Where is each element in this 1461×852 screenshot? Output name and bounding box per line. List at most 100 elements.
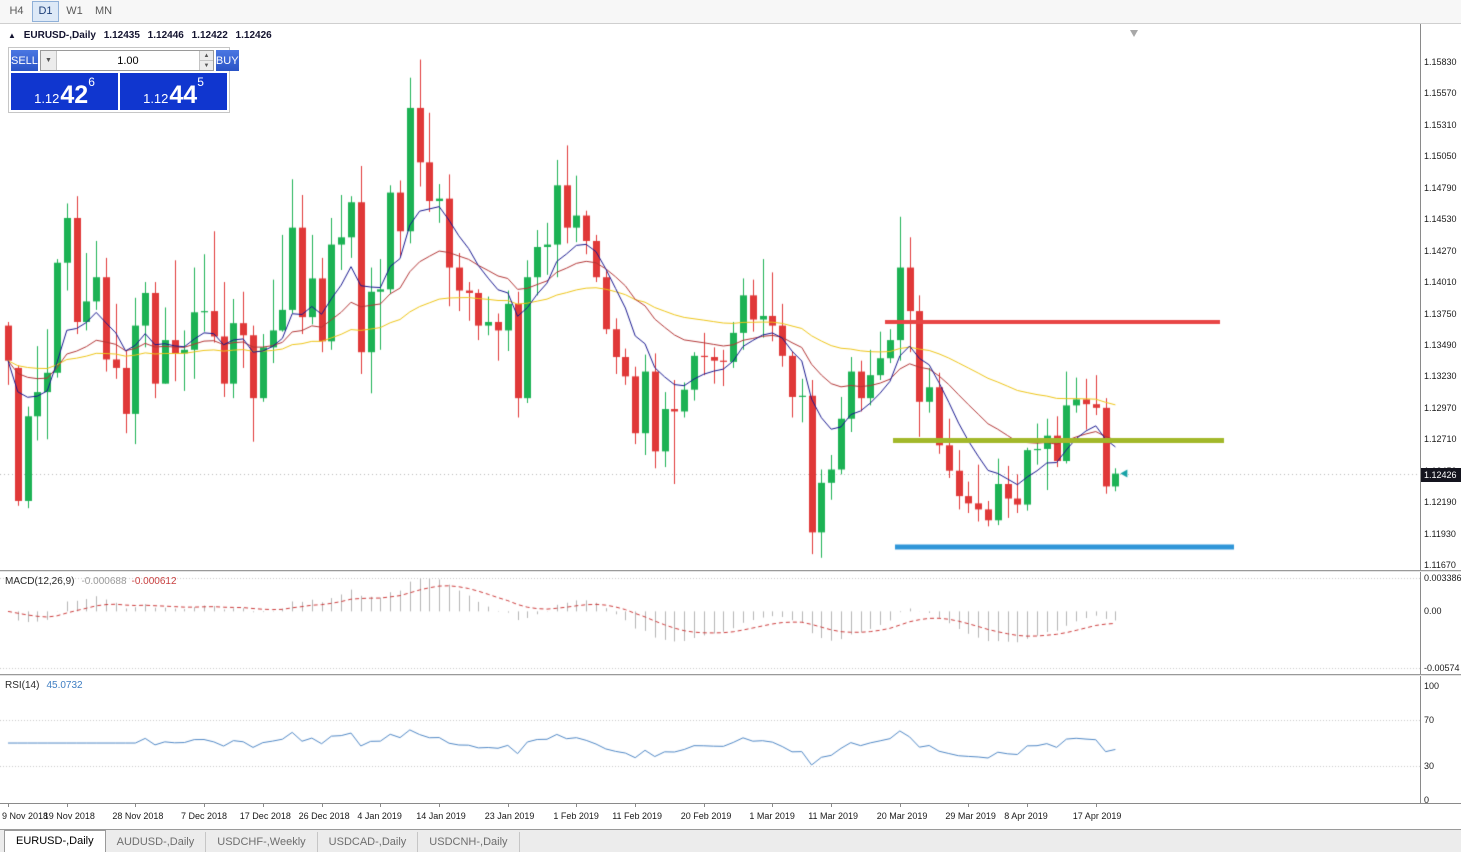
date-label: 17 Dec 2018 xyxy=(239,811,291,821)
price-axis-label: 1.13230 xyxy=(1424,371,1457,382)
macd-name: MACD(12,26,9) xyxy=(5,576,75,587)
timeframe-button-mn[interactable]: MN xyxy=(94,5,113,17)
volume-input[interactable] xyxy=(56,51,199,70)
price-axis-label: 1.15310 xyxy=(1424,119,1457,130)
date-tick xyxy=(262,804,264,807)
macd-main-value: -0.000688 xyxy=(81,576,127,587)
volume-stepper: ▲ ▼ xyxy=(198,51,213,70)
price-axis-label: 1.11930 xyxy=(1424,528,1456,539)
date-tick xyxy=(380,804,382,807)
date-label: 17 Apr 2019 xyxy=(1072,811,1122,821)
date-tick xyxy=(135,804,137,807)
chart-tab-3[interactable]: USDCAD-,Daily xyxy=(318,832,419,852)
macd-axis[interactable]: 0.003386 0.00 -0.00574 xyxy=(1420,572,1461,674)
price-axis-label: 1.14790 xyxy=(1424,182,1457,193)
buy-price-prefix: 1.12 xyxy=(143,91,169,106)
date-label: 23 Jan 2019 xyxy=(484,811,535,821)
chart-tab-0[interactable]: EURUSD-,Daily xyxy=(4,830,106,852)
rsi-name: RSI(14) xyxy=(5,680,40,691)
pane-splitter-macd[interactable] xyxy=(0,570,1461,572)
price-axis-label: 1.15830 xyxy=(1424,56,1457,67)
chart-tab-2[interactable]: USDCHF-,Weekly xyxy=(206,832,318,852)
date-tick xyxy=(66,804,68,807)
chart-shift-marker[interactable] xyxy=(1130,30,1138,37)
date-label: 4 Jan 2019 xyxy=(357,811,402,821)
macd-signal-value: -0.000612 xyxy=(131,576,177,587)
ohlc-close: 1.12426 xyxy=(235,30,272,41)
price-chart-canvas[interactable] xyxy=(0,24,1420,570)
ohlc-low: 1.12422 xyxy=(191,30,228,41)
rsi-axis[interactable]: 100 70 30 0 xyxy=(1420,676,1461,806)
timeframe-button-h4[interactable]: H4 xyxy=(9,5,24,17)
date-tick xyxy=(968,804,970,807)
date-tick xyxy=(576,804,578,807)
date-tick xyxy=(204,804,205,807)
timeframe-button-d1[interactable]: D1 xyxy=(32,1,59,22)
macd-header: MACD(12,26,9) -0.000688 -0.000612 xyxy=(5,576,177,587)
rsi-axis-label: 100 xyxy=(1424,681,1440,692)
pane-splitter-rsi[interactable] xyxy=(0,674,1461,676)
chart-tab-4[interactable]: USDCNH-,Daily xyxy=(418,832,520,852)
chart-tab-1[interactable]: AUDUSD-,Daily xyxy=(106,832,207,852)
price-axis[interactable]: 1.15830 1.15570 1.15310 1.15050 1.14790 1.145… xyxy=(1420,24,1461,570)
ohlc-open: 1.12435 xyxy=(103,30,140,41)
price-axis-label: 1.15570 xyxy=(1424,88,1457,99)
date-tick xyxy=(1027,804,1029,807)
buy-button[interactable]: BUY xyxy=(215,50,239,71)
date-label: 19 Nov 2018 xyxy=(43,811,95,821)
sell-button[interactable]: SELL xyxy=(11,50,38,71)
collapse-trade-widget-icon[interactable]: ▲ xyxy=(8,31,16,40)
date-tick xyxy=(507,804,509,807)
date-label: 1 Feb 2019 xyxy=(553,811,599,821)
rsi-axis-label: 70 xyxy=(1424,715,1435,726)
buy-price-big: 44 xyxy=(169,81,198,109)
date-tick xyxy=(321,804,323,807)
rsi-axis-label: 30 xyxy=(1424,760,1435,771)
date-tick xyxy=(1095,804,1097,807)
rsi-axis-label: 0 xyxy=(1424,795,1430,806)
macd-axis-label: 0.00 xyxy=(1424,606,1442,617)
date-tick xyxy=(8,804,9,807)
macd-canvas[interactable] xyxy=(0,572,1420,674)
sell-price-box[interactable]: 1.12 42 6 xyxy=(11,73,118,110)
sell-price-pip: 6 xyxy=(88,75,95,89)
date-tick xyxy=(635,804,637,807)
time-axis[interactable]: 9 Nov 2018 19 Nov 2018 28 Nov 2018 7 Dec 20… xyxy=(0,803,1461,829)
date-label: 8 Apr 2019 xyxy=(1004,811,1048,821)
macd-pane: 0.003386 0.00 -0.00574 MACD(12,26,9) -0.000… xyxy=(0,572,1461,674)
price-axis-label: 1.14010 xyxy=(1424,277,1457,288)
date-label: 29 Mar 2019 xyxy=(945,811,996,821)
price-axis-label: 1.13750 xyxy=(1424,308,1457,319)
chart-window: 1.15830 1.15570 1.15310 1.15050 1.14790 1.145… xyxy=(0,24,1461,829)
date-label: 7 Dec 2018 xyxy=(181,811,228,821)
volume-up-icon[interactable]: ▲ xyxy=(199,51,213,61)
timeframe-button-w1[interactable]: W1 xyxy=(66,5,83,17)
date-label: 14 Jan 2019 xyxy=(416,811,466,821)
sell-price-prefix: 1.12 xyxy=(34,91,60,106)
date-label: 11 Mar 2019 xyxy=(808,811,859,821)
date-label: 28 Nov 2018 xyxy=(112,811,164,821)
price-axis-label: 1.15050 xyxy=(1424,151,1457,162)
price-axis-label: 1.12710 xyxy=(1424,434,1457,445)
buy-price-pip: 5 xyxy=(197,75,204,89)
rsi-value: 45.0732 xyxy=(46,680,83,691)
buy-price-box[interactable]: 1.12 44 5 xyxy=(120,73,227,110)
trade-widget-controls: SELL ▼ ▲ ▼ BUY xyxy=(11,50,239,71)
chart-tabbar: EURUSD-,Daily AUDUSD-,Daily USDCHF-,Weekly… xyxy=(0,829,1461,852)
macd-axis-label: 0.003386 xyxy=(1424,573,1461,583)
date-label: 11 Feb 2019 xyxy=(612,811,663,821)
date-label: 26 Dec 2018 xyxy=(298,811,350,821)
one-click-trading-widget: SELL ▼ ▲ ▼ BUY 1.12 42 6 xyxy=(8,47,239,113)
volume-down-icon[interactable]: ▼ xyxy=(199,61,213,70)
rsi-header: RSI(14) 45.0732 xyxy=(5,680,83,691)
rsi-canvas[interactable] xyxy=(0,676,1420,803)
date-label: 1 Mar 2019 xyxy=(749,811,795,821)
date-tick xyxy=(772,804,774,807)
volume-control: ▼ ▲ ▼ xyxy=(39,50,214,71)
sell-price-big: 42 xyxy=(60,81,89,109)
date-tick xyxy=(439,804,441,807)
price-axis-label: 1.12970 xyxy=(1424,402,1457,413)
volume-dropdown-icon[interactable]: ▼ xyxy=(40,51,57,70)
price-axis-label: 1.11670 xyxy=(1424,560,1456,571)
